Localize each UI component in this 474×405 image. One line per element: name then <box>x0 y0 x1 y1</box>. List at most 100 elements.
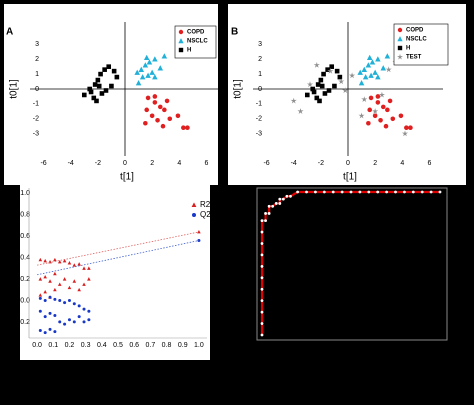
marker <box>162 107 167 113</box>
marker <box>152 100 158 105</box>
y-tick-label: 3 <box>258 41 262 48</box>
marker <box>99 91 105 96</box>
marker <box>326 88 332 93</box>
x-tick-label: 2 <box>373 160 377 167</box>
marker <box>82 282 86 286</box>
marker <box>332 83 337 89</box>
marker <box>367 107 373 113</box>
marker <box>103 88 109 93</box>
marker <box>305 190 308 194</box>
marker <box>82 320 86 324</box>
y-tick-label: 0.6 <box>20 233 30 240</box>
marker <box>152 56 158 62</box>
marker <box>311 89 317 95</box>
marker <box>96 83 102 89</box>
marker <box>135 80 142 86</box>
x-tick-label: -4 <box>68 160 74 167</box>
legend-marker <box>178 29 184 35</box>
legend-marker <box>178 38 184 44</box>
marker <box>94 98 99 104</box>
marker <box>143 120 148 126</box>
legend-label: NSCLC <box>187 39 208 45</box>
marker <box>197 229 201 234</box>
marker <box>327 67 334 74</box>
marker <box>43 289 47 294</box>
x-tick-label: 0.0 <box>32 342 42 349</box>
x-tick-label: -2 <box>318 160 324 167</box>
marker <box>144 107 150 113</box>
marker <box>372 113 378 119</box>
marker <box>62 258 67 263</box>
marker <box>145 72 151 78</box>
marker <box>43 258 47 263</box>
marker <box>398 113 404 119</box>
marker <box>384 53 391 59</box>
marker <box>48 279 52 283</box>
marker <box>340 190 344 194</box>
marker <box>278 202 282 205</box>
x-tick-label: 0.7 <box>145 342 155 349</box>
marker <box>366 120 371 126</box>
y-tick-label: 1 <box>258 71 262 78</box>
y-tick-label: 0.2 <box>20 276 30 283</box>
marker <box>322 91 328 96</box>
x-tick-label: 0.1 <box>48 342 58 349</box>
marker <box>383 123 389 129</box>
marker <box>278 197 282 201</box>
marker <box>314 95 320 101</box>
marker <box>260 299 264 303</box>
marker <box>368 95 374 101</box>
marker <box>357 69 363 75</box>
marker <box>260 253 264 257</box>
y-tick-label: -2 <box>33 116 39 123</box>
plot-frame <box>256 187 448 341</box>
marker <box>368 72 374 78</box>
marker <box>67 318 71 322</box>
marker <box>77 315 81 319</box>
marker <box>367 190 371 194</box>
marker <box>338 78 345 85</box>
marker <box>98 71 103 77</box>
legend-label: NSCLC <box>406 37 427 43</box>
marker <box>43 331 47 335</box>
marker <box>57 282 62 286</box>
marker <box>87 309 91 313</box>
marker <box>375 74 381 80</box>
marker <box>142 62 149 68</box>
marker <box>264 212 267 215</box>
legend-marker <box>397 27 403 33</box>
marker <box>403 190 406 194</box>
marker <box>72 320 76 324</box>
marker <box>310 86 316 92</box>
marker <box>48 311 52 315</box>
legend-label: Q2 <box>200 210 211 219</box>
marker <box>358 80 365 86</box>
marker <box>139 74 146 80</box>
y-tick-label: -3 <box>33 131 39 138</box>
panel-label: A <box>6 27 13 38</box>
marker <box>314 190 317 194</box>
marker <box>260 333 264 337</box>
marker <box>175 113 181 119</box>
marker <box>401 130 409 137</box>
marker <box>334 68 340 74</box>
marker <box>53 257 57 262</box>
legend-label: H <box>406 46 410 52</box>
marker <box>106 64 112 69</box>
y-tick-label: -2 <box>256 116 262 123</box>
marker <box>102 67 107 72</box>
y-tick-label: 0.8 <box>20 212 30 219</box>
legend-label: H <box>187 48 191 54</box>
marker <box>57 259 62 264</box>
x-tick-label: 0.2 <box>65 342 75 349</box>
y-tick-label: 1.0 <box>20 190 30 197</box>
marker <box>181 125 186 131</box>
marker <box>143 54 150 61</box>
legend-box <box>393 23 449 66</box>
marker <box>260 242 264 245</box>
marker <box>38 296 42 300</box>
marker <box>260 264 264 268</box>
marker <box>109 83 114 89</box>
y-tick-label: 1 <box>35 71 39 78</box>
legend-marker <box>191 202 197 207</box>
